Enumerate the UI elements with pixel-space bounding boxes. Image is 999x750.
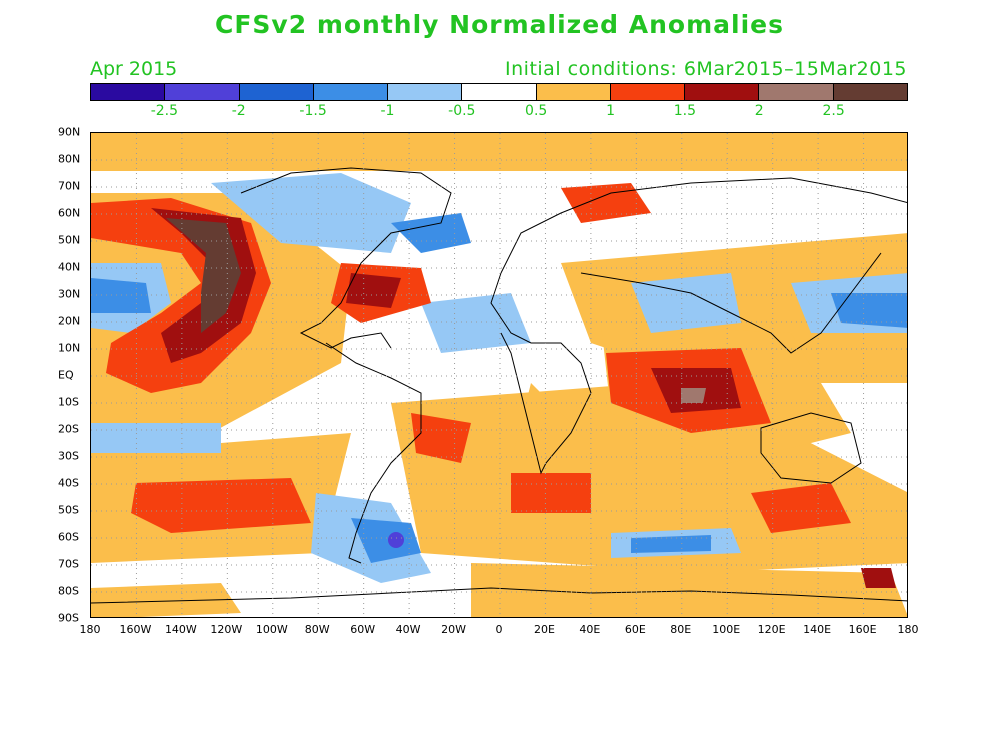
longitude-tick-label: 120W bbox=[210, 623, 243, 636]
latitude-tick-label: 90N bbox=[58, 125, 81, 139]
colorbar-tick-label: 0.5 bbox=[525, 103, 548, 119]
strong-warm-anomaly-regions bbox=[91, 183, 896, 588]
longitude-tick-label: 80E bbox=[670, 623, 692, 636]
map-title: CFSv2 monthly Normalized Anomalies bbox=[215, 10, 784, 39]
graticule bbox=[91, 133, 907, 617]
colorbar-tick-label: -2 bbox=[231, 103, 246, 119]
latitude-tick-label: 50N bbox=[58, 233, 81, 247]
colorbar-swatch bbox=[91, 84, 166, 100]
longitude-tick-label: 0 bbox=[495, 623, 503, 636]
latitude-tick-label: 80N bbox=[58, 152, 81, 166]
colorbar-tick-label: 2 bbox=[754, 103, 764, 119]
africa-coast bbox=[490, 272, 592, 475]
latitude-tick-label: 40S bbox=[58, 476, 79, 490]
longitude-tick-label: 140E bbox=[803, 623, 832, 636]
longitude-tick-label: 180 bbox=[897, 623, 919, 636]
initial-conditions: Initial conditions: 6Mar2015–15Mar2015 bbox=[505, 58, 907, 80]
anomaly-map bbox=[90, 132, 908, 618]
latitude-tick-label: 60S bbox=[58, 530, 79, 544]
longitude-tick-label: 40E bbox=[579, 623, 601, 636]
colorbar-tick-label: -0.5 bbox=[448, 103, 476, 119]
latitude-tick-label: 90S bbox=[58, 611, 79, 625]
longitude-tick-label: 160E bbox=[848, 623, 877, 636]
colorbar-tick-label: 1.5 bbox=[673, 103, 697, 119]
longitude-tick-label: 20W bbox=[441, 623, 466, 636]
colorbar-swatch bbox=[165, 84, 240, 100]
latitude-tick-label: 10N bbox=[58, 341, 81, 355]
colorbar-legend bbox=[90, 83, 908, 101]
colorbar-tick-label: 1 bbox=[606, 103, 615, 119]
antarctica-coast bbox=[91, 587, 907, 604]
coastlines bbox=[91, 167, 907, 604]
colorbar-tick-label: -1 bbox=[380, 103, 395, 119]
latitude-tick-label: 30S bbox=[58, 449, 79, 463]
colorbar-tick-label: -1.5 bbox=[299, 103, 327, 119]
longitude-tick-label: 180 bbox=[79, 623, 101, 636]
longitude-tick-label: 80W bbox=[304, 623, 330, 636]
south-america-coast bbox=[325, 342, 422, 564]
longitude-tick-label: 100W bbox=[255, 623, 288, 636]
cool-anomaly-regions bbox=[91, 173, 907, 583]
colorbar-swatch bbox=[833, 84, 907, 100]
latitude-tick-label: 50S bbox=[58, 503, 79, 517]
longitude-tick-label: 140W bbox=[164, 623, 197, 636]
longitude-tick-label: 100E bbox=[712, 623, 741, 636]
longitude-tick-label: 120E bbox=[757, 623, 786, 636]
anomaly-map-svg bbox=[91, 133, 907, 617]
eurasia-north-coast bbox=[500, 177, 907, 274]
north-america-coast bbox=[240, 167, 452, 349]
latitude-tick-label: 70N bbox=[58, 179, 81, 193]
longitude-tick-label: 60E bbox=[624, 623, 646, 636]
longitude-tick-label: 20E bbox=[533, 623, 555, 636]
colorbar-swatch bbox=[462, 84, 537, 100]
colorbar-swatch bbox=[759, 84, 834, 100]
latitude-tick-label: 40N bbox=[58, 260, 81, 274]
colorbar-tick-label: -2.5 bbox=[150, 103, 179, 119]
asia-south-coast bbox=[580, 252, 882, 354]
colorbar-swatch bbox=[313, 84, 389, 100]
colorbar-swatch bbox=[685, 84, 760, 100]
latitude-tick-label: EQ bbox=[58, 368, 74, 382]
latitude-tick-label: 30N bbox=[58, 287, 81, 301]
australia-coast bbox=[760, 412, 862, 484]
colorbar-swatch bbox=[388, 84, 463, 100]
latitude-tick-label: 60N bbox=[58, 206, 81, 220]
longitude-tick-label: 60W bbox=[350, 623, 376, 636]
colorbar-tick-label: 2.5 bbox=[822, 103, 845, 119]
colorbar-swatch bbox=[536, 84, 611, 100]
latitude-tick-label: 20S bbox=[58, 422, 79, 436]
latitude-tick-label: 10S bbox=[58, 395, 79, 409]
latitude-tick-label: 80S bbox=[58, 584, 79, 598]
forecast-month: Apr 2015 bbox=[90, 58, 178, 80]
latitude-tick-label: 20N bbox=[58, 314, 81, 328]
colorbar-swatch bbox=[239, 84, 314, 100]
colorbar-swatch bbox=[610, 84, 686, 100]
longitude-tick-label: 40W bbox=[395, 623, 421, 636]
longitude-tick-label: 160W bbox=[119, 623, 152, 636]
latitude-tick-label: 70S bbox=[58, 557, 79, 571]
